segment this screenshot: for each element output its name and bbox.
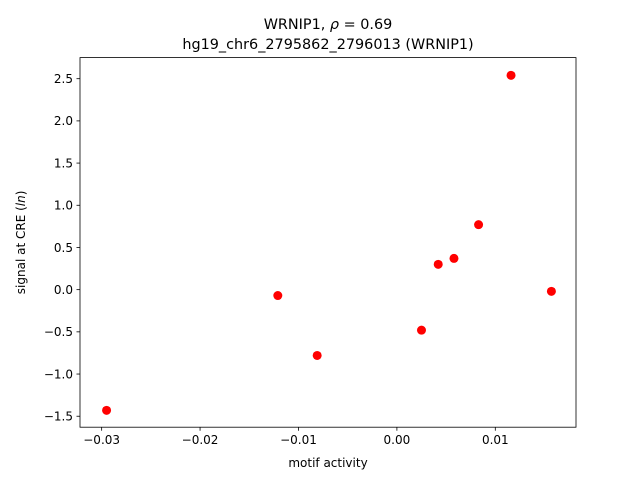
y-tick-label: −1.0 [44, 367, 73, 381]
data-point [506, 70, 516, 80]
data-point [433, 259, 443, 269]
y-tick-label: 0.5 [54, 241, 73, 255]
data-point [449, 253, 459, 263]
data-point [416, 325, 426, 335]
x-tick-label: −0.01 [280, 433, 317, 447]
x-tick-label: −0.03 [83, 433, 120, 447]
y-tick-label: 1.0 [54, 199, 73, 213]
chart-title-line2: hg19_chr6_2795862_2796013 (WRNIP1) [182, 37, 473, 53]
chart-title-line1: WRNIP1, ρ = 0.69 [264, 17, 393, 33]
data-points [102, 70, 556, 415]
y-tick-label: 2.0 [54, 114, 73, 128]
x-axis-label: motif activity [288, 456, 367, 470]
y-tick-label: −0.5 [44, 325, 73, 339]
y-tick-label: 2.5 [54, 72, 73, 86]
y-tick-label: −1.5 [44, 410, 73, 424]
data-point [312, 350, 322, 360]
y-axis-ticks: −1.5 −1.0 −0.5 0.0 0.5 1.0 1.5 2.0 2.5 [44, 72, 80, 424]
x-tick-label: 0.00 [384, 433, 411, 447]
plot-frame [79, 57, 577, 428]
x-axis-ticks: −0.03 −0.02 −0.01 0.00 0.01 [83, 427, 509, 447]
y-tick-label: 1.5 [54, 156, 73, 170]
data-point [474, 220, 484, 230]
y-tick-label: 0.0 [54, 283, 73, 297]
data-point [273, 291, 283, 301]
y-axis-label: signal at CRE (ln) [14, 191, 28, 295]
data-point [546, 286, 556, 296]
x-tick-label: −0.02 [182, 433, 219, 447]
data-point [102, 405, 112, 415]
x-tick-label: 0.01 [482, 433, 509, 447]
